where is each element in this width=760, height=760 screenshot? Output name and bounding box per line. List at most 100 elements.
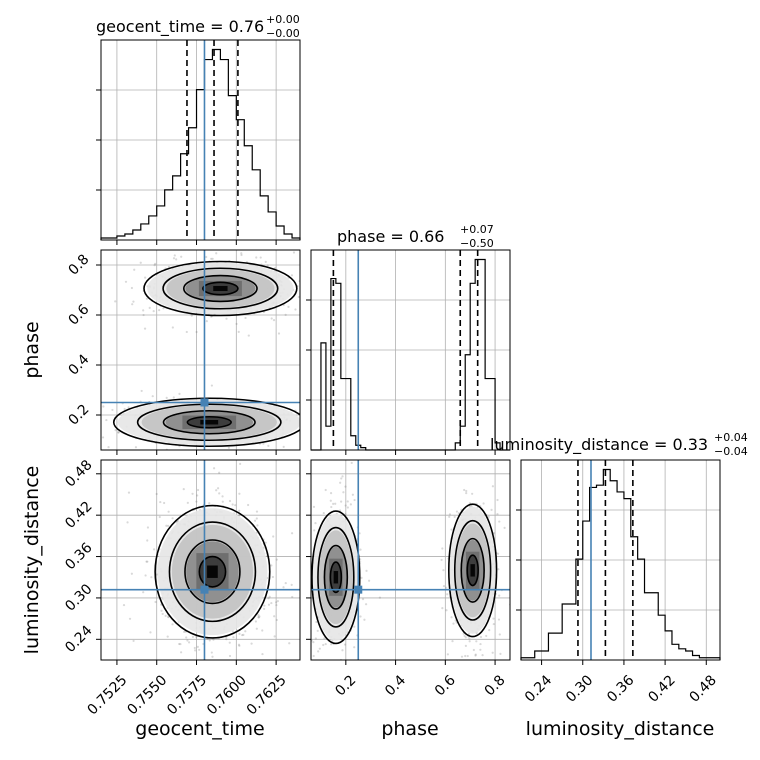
sample-point	[448, 513, 452, 516]
sample-point	[242, 633, 245, 636]
sample-point	[446, 653, 449, 656]
sample-point	[234, 671, 236, 673]
sample-point	[253, 519, 257, 522]
sample-point	[497, 568, 500, 571]
sample-point	[158, 515, 161, 519]
contour-line	[136, 403, 282, 442]
sample-point	[228, 499, 232, 503]
sample-point	[340, 477, 343, 480]
sample-point	[445, 586, 448, 589]
sample-point	[255, 510, 259, 513]
sample-point	[446, 593, 449, 596]
panel-1-1	[306, 249, 511, 455]
sample-point	[142, 591, 145, 594]
sample-point	[204, 662, 206, 664]
sample-point	[195, 666, 197, 668]
sample-point	[352, 420, 354, 422]
sample-point	[330, 643, 333, 646]
sample-point	[304, 424, 306, 426]
sample-point	[191, 492, 194, 495]
sample-point	[469, 665, 471, 667]
sample-point	[257, 613, 260, 617]
sample-point	[339, 481, 342, 484]
y-tick-label: 0.8	[65, 251, 92, 278]
sample-point	[208, 502, 211, 505]
sample-point	[124, 280, 128, 283]
sample-point	[114, 429, 117, 432]
contour-line	[168, 521, 257, 623]
contour-line	[154, 504, 271, 639]
y-tick-label: 0.42	[62, 498, 95, 531]
sample-point	[218, 492, 221, 495]
sample-point	[272, 535, 275, 538]
sample-point	[359, 615, 362, 618]
density-block	[198, 285, 214, 292]
axes-frame	[520, 459, 721, 661]
sample-point	[152, 310, 155, 313]
sample-point	[445, 609, 448, 612]
sample-point	[175, 258, 178, 261]
sample-point	[275, 558, 278, 561]
sample-point	[237, 643, 241, 646]
sample-point	[163, 501, 166, 505]
contour-line	[460, 537, 485, 603]
sample-point	[276, 599, 279, 603]
y-tick-label: 0.4	[65, 351, 92, 378]
sample-point	[475, 640, 478, 643]
density-block	[474, 551, 480, 565]
sample-point	[353, 646, 356, 649]
contour-line	[448, 503, 498, 638]
x-tick-label: 0.24	[522, 672, 555, 705]
sample-point	[196, 645, 199, 648]
sample-point	[97, 425, 99, 427]
sample-point	[474, 653, 477, 656]
contour-line	[112, 397, 300, 448]
sample-point	[261, 629, 264, 632]
sample-point	[319, 280, 321, 282]
density-block	[213, 291, 228, 297]
sample-point	[270, 317, 273, 320]
sample-point	[254, 620, 257, 623]
sample-point	[463, 634, 466, 638]
sample-point	[159, 500, 162, 504]
y-tick-label: 0.2	[65, 401, 92, 428]
sample-point	[266, 264, 269, 267]
sample-point	[178, 642, 181, 646]
sample-point	[130, 286, 134, 290]
sample-point	[267, 603, 271, 606]
contour-line	[202, 281, 239, 296]
sample-point	[498, 633, 501, 636]
sample-point	[329, 492, 333, 495]
sample-point	[503, 526, 506, 529]
sample-point	[255, 517, 258, 520]
density-block	[218, 415, 237, 420]
contour-line	[184, 539, 241, 605]
sample-point	[111, 408, 114, 412]
sample-point	[479, 648, 482, 651]
sample-point	[341, 475, 344, 478]
sample-point	[465, 492, 468, 495]
y-tick-label: 0.24	[62, 623, 95, 656]
sample-point	[75, 435, 77, 437]
sample-point	[305, 537, 307, 539]
sample-point	[284, 582, 287, 585]
histogram-step	[311, 258, 510, 451]
sample-point	[324, 488, 327, 492]
sample-point	[187, 641, 191, 644]
sample-point	[228, 654, 232, 658]
sample-point	[277, 332, 281, 335]
density-block	[196, 565, 208, 578]
x-tick-label: 0.7575	[164, 672, 210, 718]
x-tick-label: 0.8	[482, 672, 509, 699]
x-tick-label: 0.4	[382, 672, 409, 699]
sample-point	[172, 257, 176, 260]
sample-point	[160, 609, 163, 612]
sample-point	[195, 330, 198, 334]
sample-point	[492, 622, 495, 626]
sample-point	[140, 389, 143, 393]
sample-point	[488, 629, 491, 632]
sample-point	[211, 257, 214, 260]
sample-point	[315, 620, 318, 624]
sample-point	[146, 539, 149, 542]
sample-point	[153, 264, 156, 267]
